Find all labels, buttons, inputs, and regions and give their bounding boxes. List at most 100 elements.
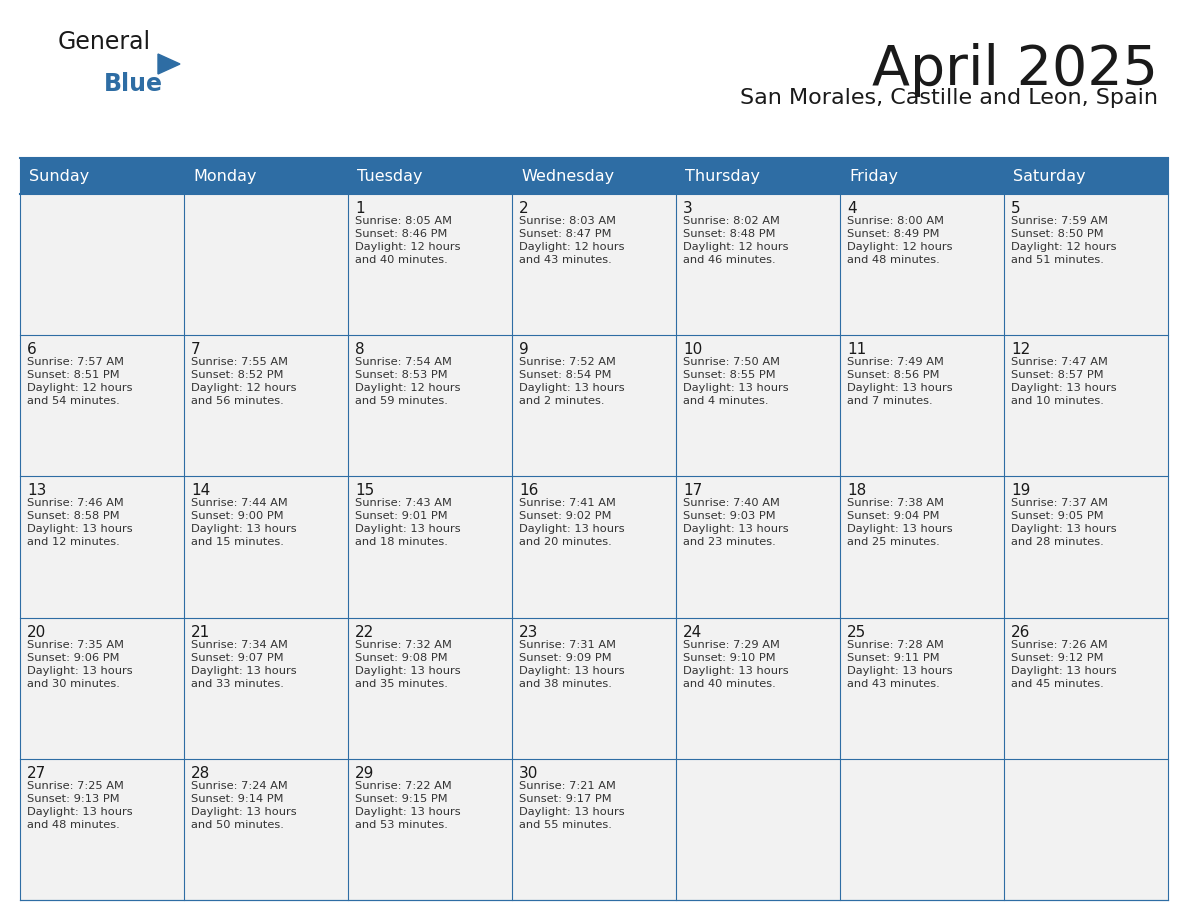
Bar	[512, 335, 676, 476]
Text: and 25 minutes.: and 25 minutes.	[847, 537, 940, 547]
Text: Daylight: 13 hours: Daylight: 13 hours	[683, 524, 789, 534]
Text: Sunset: 9:15 PM: Sunset: 9:15 PM	[355, 794, 448, 804]
Text: 7: 7	[191, 342, 201, 357]
Text: Sunrise: 7:47 AM: Sunrise: 7:47 AM	[1011, 357, 1108, 367]
Text: and 18 minutes.: and 18 minutes.	[355, 537, 448, 547]
Text: Sunset: 8:55 PM: Sunset: 8:55 PM	[683, 370, 776, 380]
Bar	[1004, 335, 1168, 476]
Text: Sunrise: 7:49 AM: Sunrise: 7:49 AM	[847, 357, 944, 367]
Text: Sunrise: 7:24 AM: Sunrise: 7:24 AM	[191, 781, 287, 790]
Text: Sunrise: 7:29 AM: Sunrise: 7:29 AM	[683, 640, 779, 650]
Text: Daylight: 13 hours: Daylight: 13 hours	[355, 666, 461, 676]
Text: Daylight: 13 hours: Daylight: 13 hours	[847, 524, 953, 534]
Bar	[676, 618, 840, 759]
Bar	[676, 194, 840, 335]
Text: Sunset: 8:52 PM: Sunset: 8:52 PM	[191, 370, 284, 380]
Text: Wednesday: Wednesday	[522, 169, 614, 184]
Text: Daylight: 13 hours: Daylight: 13 hours	[27, 666, 133, 676]
Bar	[840, 618, 1004, 759]
Text: 6: 6	[27, 342, 37, 357]
Bar	[348, 759, 512, 900]
Text: 1: 1	[355, 201, 365, 216]
Text: Sunset: 9:07 PM: Sunset: 9:07 PM	[191, 653, 284, 663]
Text: 14: 14	[191, 484, 210, 498]
Text: Daylight: 13 hours: Daylight: 13 hours	[1011, 524, 1117, 534]
Text: Sunrise: 8:00 AM: Sunrise: 8:00 AM	[847, 216, 944, 226]
Text: Sunrise: 7:50 AM: Sunrise: 7:50 AM	[683, 357, 781, 367]
Text: Daylight: 12 hours: Daylight: 12 hours	[683, 242, 789, 252]
Text: 29: 29	[355, 766, 374, 781]
Text: Sunset: 9:04 PM: Sunset: 9:04 PM	[847, 511, 940, 521]
Text: and 48 minutes.: and 48 minutes.	[27, 820, 120, 830]
Text: Sunset: 9:01 PM: Sunset: 9:01 PM	[355, 511, 448, 521]
Text: Sunrise: 8:05 AM: Sunrise: 8:05 AM	[355, 216, 451, 226]
Text: and 50 minutes.: and 50 minutes.	[191, 820, 284, 830]
Bar	[512, 618, 676, 759]
Text: Daylight: 13 hours: Daylight: 13 hours	[27, 524, 133, 534]
Text: Daylight: 13 hours: Daylight: 13 hours	[519, 807, 625, 817]
Text: Sunset: 8:49 PM: Sunset: 8:49 PM	[847, 229, 940, 239]
Bar	[512, 759, 676, 900]
Text: Daylight: 13 hours: Daylight: 13 hours	[847, 666, 953, 676]
Text: Daylight: 13 hours: Daylight: 13 hours	[191, 524, 297, 534]
Text: and 2 minutes.: and 2 minutes.	[519, 397, 605, 406]
Bar	[20, 476, 184, 618]
Text: Sunrise: 7:46 AM: Sunrise: 7:46 AM	[27, 498, 124, 509]
Text: Sunset: 9:00 PM: Sunset: 9:00 PM	[191, 511, 284, 521]
Text: Sunrise: 7:37 AM: Sunrise: 7:37 AM	[1011, 498, 1108, 509]
Text: 5: 5	[1011, 201, 1020, 216]
Text: Monday: Monday	[192, 169, 257, 184]
Text: Daylight: 13 hours: Daylight: 13 hours	[355, 807, 461, 817]
Text: Daylight: 13 hours: Daylight: 13 hours	[683, 666, 789, 676]
Bar	[1004, 618, 1168, 759]
Text: Sunset: 8:51 PM: Sunset: 8:51 PM	[27, 370, 120, 380]
Text: 11: 11	[847, 342, 866, 357]
Text: and 40 minutes.: and 40 minutes.	[355, 255, 448, 265]
Text: Sunset: 8:56 PM: Sunset: 8:56 PM	[847, 370, 940, 380]
Text: Sunset: 8:50 PM: Sunset: 8:50 PM	[1011, 229, 1104, 239]
Text: Sunrise: 7:43 AM: Sunrise: 7:43 AM	[355, 498, 451, 509]
Text: Sunset: 8:48 PM: Sunset: 8:48 PM	[683, 229, 776, 239]
Text: Sunrise: 7:32 AM: Sunrise: 7:32 AM	[355, 640, 451, 650]
Polygon shape	[158, 54, 181, 74]
Text: 30: 30	[519, 766, 538, 781]
Text: Sunset: 9:11 PM: Sunset: 9:11 PM	[847, 653, 940, 663]
Bar	[348, 335, 512, 476]
Text: Sunrise: 7:28 AM: Sunrise: 7:28 AM	[847, 640, 944, 650]
Text: Sunset: 8:54 PM: Sunset: 8:54 PM	[519, 370, 612, 380]
Bar	[1004, 759, 1168, 900]
Text: Daylight: 13 hours: Daylight: 13 hours	[519, 383, 625, 393]
Text: 13: 13	[27, 484, 46, 498]
Text: Sunset: 9:05 PM: Sunset: 9:05 PM	[1011, 511, 1104, 521]
Text: Sunset: 8:57 PM: Sunset: 8:57 PM	[1011, 370, 1104, 380]
Text: General: General	[58, 30, 151, 54]
Text: 10: 10	[683, 342, 702, 357]
Text: Sunrise: 7:22 AM: Sunrise: 7:22 AM	[355, 781, 451, 790]
Bar	[512, 476, 676, 618]
Text: Sunset: 9:14 PM: Sunset: 9:14 PM	[191, 794, 284, 804]
Text: 15: 15	[355, 484, 374, 498]
Text: Daylight: 12 hours: Daylight: 12 hours	[355, 383, 461, 393]
Text: Daylight: 13 hours: Daylight: 13 hours	[519, 524, 625, 534]
Bar	[20, 194, 184, 335]
Text: and 55 minutes.: and 55 minutes.	[519, 820, 612, 830]
Text: Tuesday: Tuesday	[358, 169, 423, 184]
Text: and 43 minutes.: and 43 minutes.	[519, 255, 612, 265]
Text: and 12 minutes.: and 12 minutes.	[27, 537, 120, 547]
Text: and 33 minutes.: and 33 minutes.	[191, 678, 284, 688]
Text: Daylight: 13 hours: Daylight: 13 hours	[847, 383, 953, 393]
Text: Saturday: Saturday	[1013, 169, 1086, 184]
Text: Sunset: 9:06 PM: Sunset: 9:06 PM	[27, 653, 120, 663]
Text: Sunrise: 7:44 AM: Sunrise: 7:44 AM	[191, 498, 287, 509]
Bar	[512, 194, 676, 335]
Text: and 30 minutes.: and 30 minutes.	[27, 678, 120, 688]
Text: Friday: Friday	[849, 169, 898, 184]
Text: Sunrise: 7:38 AM: Sunrise: 7:38 AM	[847, 498, 944, 509]
Text: 3: 3	[683, 201, 693, 216]
Text: Sunrise: 7:40 AM: Sunrise: 7:40 AM	[683, 498, 779, 509]
Bar	[840, 335, 1004, 476]
Text: Sunrise: 8:03 AM: Sunrise: 8:03 AM	[519, 216, 617, 226]
Bar	[184, 759, 348, 900]
Bar	[348, 476, 512, 618]
Text: Sunrise: 7:57 AM: Sunrise: 7:57 AM	[27, 357, 124, 367]
